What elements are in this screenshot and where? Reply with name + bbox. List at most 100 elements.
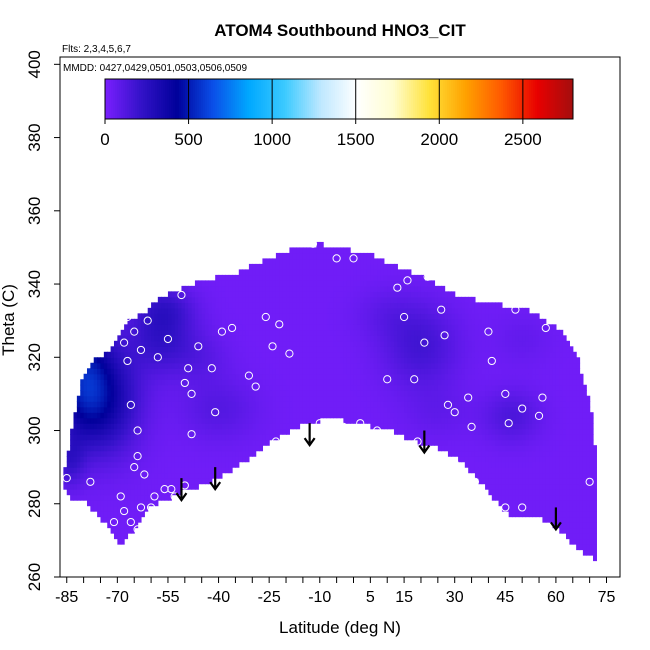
field-cell — [505, 450, 510, 457]
field-cell — [120, 533, 125, 540]
field-cell — [488, 450, 493, 457]
field-cell — [164, 472, 169, 479]
field-cell — [211, 401, 216, 408]
field-cell — [255, 302, 260, 309]
field-cell — [117, 500, 122, 507]
field-cell — [286, 412, 290, 419]
field-cell — [161, 434, 166, 441]
field-cell — [221, 291, 226, 298]
field-cell — [299, 274, 304, 281]
field-cell — [97, 511, 102, 518]
field-cell — [313, 417, 317, 424]
field-cell — [350, 280, 355, 287]
field-cell — [491, 324, 496, 331]
field-cell — [366, 269, 371, 276]
field-cell — [269, 296, 274, 303]
field-cell — [569, 428, 574, 435]
field-cell — [103, 483, 108, 490]
field-cell — [255, 351, 260, 358]
field-cell — [188, 412, 193, 419]
field-cell — [184, 357, 189, 364]
field-cell — [154, 373, 159, 380]
field-cell — [279, 401, 284, 408]
field-cell — [289, 373, 294, 380]
field-cell — [431, 329, 436, 336]
field-cell — [144, 439, 149, 446]
field-cell — [292, 274, 297, 281]
field-cell — [154, 472, 159, 479]
field-cell — [552, 379, 557, 386]
field-cell — [100, 368, 105, 375]
field-cell — [289, 412, 294, 419]
field-cell — [424, 318, 429, 325]
field-cell — [184, 478, 189, 485]
field-cell — [286, 324, 290, 331]
field-cell — [286, 340, 290, 347]
field-cell — [410, 313, 415, 320]
field-cell — [272, 296, 277, 303]
field-cell — [461, 324, 466, 331]
field-cell — [447, 401, 452, 408]
field-cell — [471, 445, 476, 452]
field-cell — [110, 478, 115, 485]
field-cell — [178, 445, 183, 452]
field-cell — [127, 423, 132, 430]
field-cell — [211, 434, 216, 441]
field-cell — [275, 417, 280, 424]
field-cell — [275, 368, 280, 375]
field-cell — [134, 445, 139, 452]
field-cell — [485, 357, 490, 364]
field-cell — [242, 296, 247, 303]
field-cell — [161, 296, 166, 303]
field-cell — [316, 252, 321, 260]
field-cell — [282, 307, 287, 314]
field-cell — [444, 368, 449, 375]
field-cell — [414, 307, 419, 314]
field-cell — [562, 500, 567, 507]
field-cell — [225, 439, 230, 446]
field-cell — [154, 445, 159, 452]
field-cell — [383, 335, 388, 342]
field-cell — [495, 313, 500, 320]
field-cell — [343, 335, 348, 342]
field-cell — [299, 313, 304, 320]
field-cell — [134, 406, 139, 413]
field-cell — [542, 412, 547, 419]
field-cell — [528, 395, 533, 402]
field-cell — [218, 439, 223, 446]
field-cell — [336, 296, 341, 303]
field-cell — [498, 340, 503, 347]
field-cell — [242, 307, 247, 314]
field-cell — [306, 351, 311, 358]
field-cell — [117, 428, 122, 435]
field-cell — [154, 368, 159, 375]
field-cell — [235, 313, 240, 320]
field-cell — [414, 313, 419, 320]
field-cell — [205, 472, 210, 479]
field-cell — [313, 313, 317, 320]
field-cell — [178, 302, 183, 309]
field-cell — [410, 395, 415, 402]
field-cell — [518, 362, 523, 369]
field-cell — [205, 439, 210, 446]
field-cell — [144, 390, 149, 397]
field-cell — [461, 307, 466, 314]
field-cell — [471, 318, 476, 325]
field-cell — [248, 296, 253, 303]
field-cell — [539, 335, 544, 342]
field-cell — [279, 329, 284, 336]
field-cell — [245, 274, 250, 281]
field-cell — [157, 406, 162, 413]
field-cell — [93, 489, 98, 496]
field-cell — [80, 395, 85, 402]
field-cell — [100, 357, 105, 364]
field-cell — [407, 296, 412, 303]
field-cell — [279, 269, 284, 276]
field-cell — [400, 379, 405, 386]
field-cell — [458, 313, 463, 320]
field-cell — [380, 324, 385, 331]
field-cell — [147, 340, 152, 347]
field-cell — [481, 472, 486, 479]
field-cell — [512, 368, 517, 375]
field-cell — [120, 478, 125, 485]
